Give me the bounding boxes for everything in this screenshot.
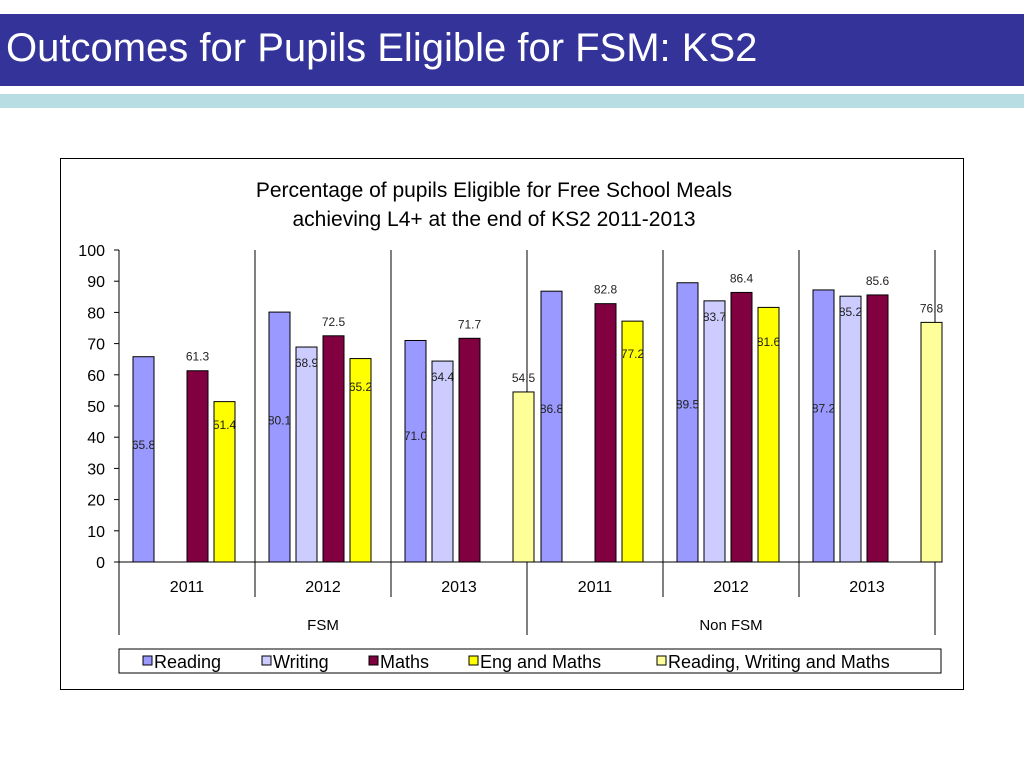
bar-writing (703, 300, 726, 563)
y-tick-label: 10 (87, 524, 105, 541)
legend-entry: Maths (380, 652, 429, 672)
data-label: 71.7 (458, 317, 482, 331)
bar-rwm (920, 321, 943, 563)
bar-eng_and_maths (349, 358, 372, 563)
y-tick-label: 20 (87, 493, 105, 510)
legend-swatch-maths (368, 655, 379, 666)
legend-swatch-reading (142, 655, 153, 666)
y-tick-label: 70 (87, 337, 105, 354)
y-tick-label: 30 (87, 461, 105, 478)
x-tick-label: 2013 (441, 579, 477, 596)
chart-title-line: achieving L4+ at the end of KS2 2011-201… (292, 208, 695, 231)
data-label: 81.6 (757, 335, 781, 349)
legend-swatch-writing (261, 655, 272, 666)
bar-reading (812, 289, 835, 563)
y-tick-label: 80 (87, 305, 105, 322)
x-group-label: Non FSM (699, 617, 762, 634)
data-label: 80.1 (268, 414, 292, 428)
bar-rwm (512, 391, 535, 563)
data-label: 85.6 (866, 274, 890, 288)
legend-swatch-rwm (656, 655, 667, 666)
data-label: 82.8 (594, 283, 618, 297)
y-tick-label: 50 (87, 399, 105, 416)
x-tick-label: 2012 (305, 579, 341, 596)
bar-writing (295, 346, 318, 563)
bar-maths (730, 291, 753, 563)
legend-entry: Reading, Writing and Maths (668, 652, 890, 672)
bar-reading (268, 311, 291, 563)
x-tick-label: 2012 (713, 579, 749, 596)
y-tick-label: 0 (96, 555, 105, 572)
data-label: 72.5 (322, 315, 346, 329)
bar-maths (866, 294, 889, 563)
data-label: 54.5 (512, 371, 536, 385)
bar-eng_and_maths (213, 401, 236, 563)
data-label: 64.4 (431, 370, 455, 384)
bar-chart: Percentage of pupils Eligible for Free S… (78, 179, 944, 674)
x-tick-label: 2011 (170, 579, 205, 596)
data-label: 83.7 (703, 310, 727, 324)
bar-maths (458, 337, 481, 563)
legend-box (118, 648, 942, 674)
data-label: 65.8 (132, 438, 156, 452)
legend-entry: Eng and Maths (480, 652, 601, 672)
legend-entry: Reading (154, 652, 221, 672)
title-bar (0, 14, 1024, 86)
page-title: Outcomes for Pupils Eligible for FSM: KS… (6, 26, 758, 70)
bar-reading (404, 339, 427, 563)
data-label: 85.2 (839, 305, 863, 319)
data-label: 87.2 (812, 401, 836, 415)
data-label: 68.9 (295, 356, 319, 370)
bar-maths (186, 370, 209, 563)
bar-maths (322, 335, 345, 563)
accent-bar (0, 94, 1024, 108)
bar-eng_and_maths (621, 320, 644, 563)
data-label: 51.4 (213, 418, 237, 432)
data-label: 86.8 (540, 402, 564, 416)
data-label: 86.4 (730, 271, 754, 285)
x-tick-label: 2013 (849, 579, 885, 596)
bar-writing (839, 295, 862, 563)
legend-swatch-eng_and_maths (468, 655, 479, 666)
bar-writing (431, 360, 454, 563)
x-tick-label: 2011 (578, 579, 613, 596)
y-tick-label: 90 (87, 274, 105, 291)
data-label: 76.8 (920, 301, 944, 315)
y-tick-label: 40 (87, 430, 105, 447)
bar-reading (676, 282, 699, 563)
y-tick-label: 60 (87, 368, 105, 385)
data-label: 65.2 (349, 380, 373, 394)
bar-reading (132, 356, 155, 563)
chart-title-line: Percentage of pupils Eligible for Free S… (256, 179, 732, 202)
chart-frame: Percentage of pupils Eligible for Free S… (60, 158, 964, 690)
data-label: 71.0 (404, 429, 428, 443)
bar-maths (594, 303, 617, 563)
bar-eng_and_maths (757, 306, 780, 563)
data-label: 61.3 (186, 350, 210, 364)
data-label: 89.5 (676, 397, 700, 411)
x-group-label: FSM (307, 617, 339, 634)
data-label: 77.2 (621, 347, 645, 361)
bar-reading (540, 290, 563, 563)
y-tick-label: 100 (78, 243, 105, 260)
legend-entry: Writing (273, 652, 329, 672)
